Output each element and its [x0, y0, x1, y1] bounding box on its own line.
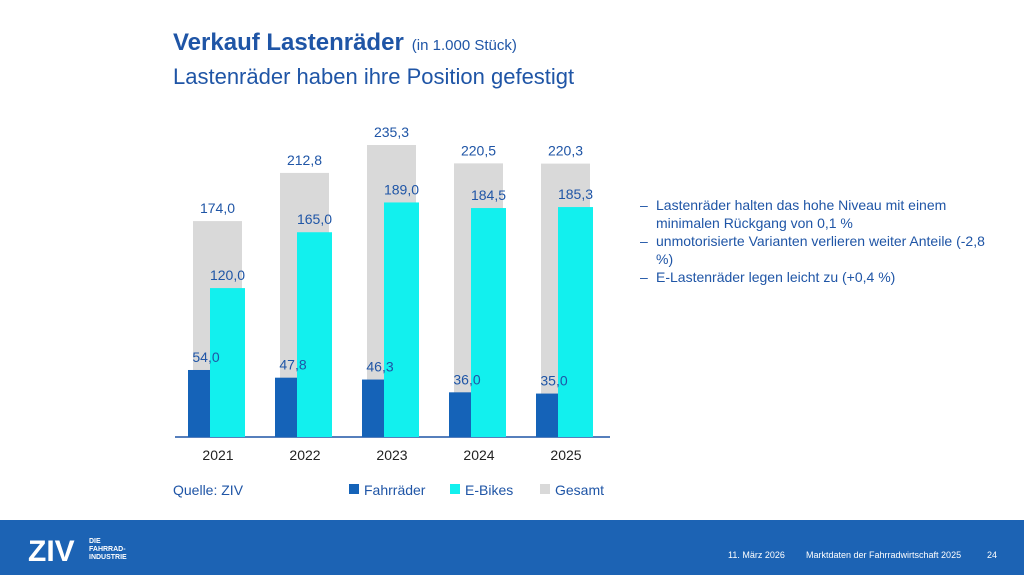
title-main: Verkauf Lastenräder	[173, 29, 404, 56]
legend-label: E-Bikes	[465, 482, 513, 498]
data-label: 54,0	[192, 349, 219, 365]
bullet: unmotorisierte Varianten verlieren weite…	[640, 232, 990, 268]
x-tick-label: 2024	[463, 447, 494, 463]
subtitle: Lastenräder haben ihre Position gefestig…	[173, 64, 574, 89]
source: Quelle: ZIV	[173, 482, 244, 498]
title: Verkauf Lastenräder (in 1.000 Stück)	[173, 29, 517, 56]
data-label: 189,0	[384, 181, 419, 197]
bar	[188, 369, 210, 437]
x-tick-label: 2023	[376, 447, 407, 463]
title-unit: (in 1.000 Stück)	[412, 37, 517, 54]
data-label: 212,8	[287, 152, 322, 168]
bullet: E-Lastenräder legen leicht zu (+0,4 %)	[640, 268, 990, 286]
bar	[384, 202, 419, 437]
x-tick-label: 2022	[289, 447, 320, 463]
data-label: 185,3	[558, 186, 593, 202]
footer-name: Marktdaten der Fahrradwirtschaft 2025	[806, 550, 961, 560]
legend-swatch	[450, 484, 460, 494]
bar	[536, 393, 558, 437]
data-label: 35,0	[540, 373, 567, 389]
bar	[449, 392, 471, 437]
legend-label: Gesamt	[555, 482, 604, 498]
bullet-list: Lastenräder halten das hohe Niveau mit e…	[640, 196, 990, 286]
bar	[210, 288, 245, 437]
data-label: 235,3	[374, 124, 409, 140]
x-tick-label: 2025	[550, 447, 581, 463]
x-tick-label: 2021	[202, 447, 233, 463]
data-label: 47,8	[279, 357, 306, 373]
logo-text: DIE	[89, 538, 101, 545]
bar	[297, 232, 332, 437]
footer-page: 24	[987, 550, 997, 560]
logo: ZIV	[28, 535, 75, 568]
data-label: 220,5	[461, 142, 496, 158]
legend-swatch	[349, 484, 359, 494]
data-label: 174,0	[200, 200, 235, 216]
bar	[362, 379, 384, 437]
data-label: 120,0	[210, 267, 245, 283]
legend-swatch	[540, 484, 550, 494]
bar	[471, 208, 506, 437]
bullet: Lastenräder halten das hohe Niveau mit e…	[640, 196, 990, 232]
bar	[275, 377, 297, 437]
data-label: 184,5	[471, 187, 506, 203]
footer-band	[0, 520, 1024, 575]
logo-text: INDUSTRIE	[89, 554, 127, 561]
legend-label: Fahrräder	[364, 482, 426, 498]
data-label: 165,0	[297, 211, 332, 227]
data-label: 46,3	[366, 359, 393, 375]
footer-date: 11. März 2026	[728, 550, 785, 560]
data-label: 220,3	[548, 143, 583, 159]
logo-text: FAHRRAD-	[89, 546, 126, 553]
bar	[558, 207, 593, 437]
data-label: 36,0	[453, 371, 480, 387]
